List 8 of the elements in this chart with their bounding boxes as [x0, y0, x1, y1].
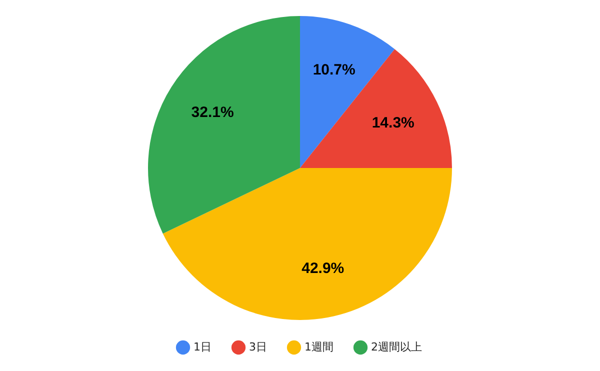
data-label: 14.3% — [372, 114, 414, 132]
legend-label: 2週間以上 — [371, 340, 422, 354]
legend-label: 1日 — [194, 340, 212, 354]
data-label: 10.7% — [312, 62, 356, 79]
legend-label: 1週間 — [304, 340, 334, 354]
data-label: 42.9% — [302, 260, 344, 277]
data-label: 32.1% — [191, 104, 234, 122]
legend-label: 3日 — [249, 340, 267, 354]
